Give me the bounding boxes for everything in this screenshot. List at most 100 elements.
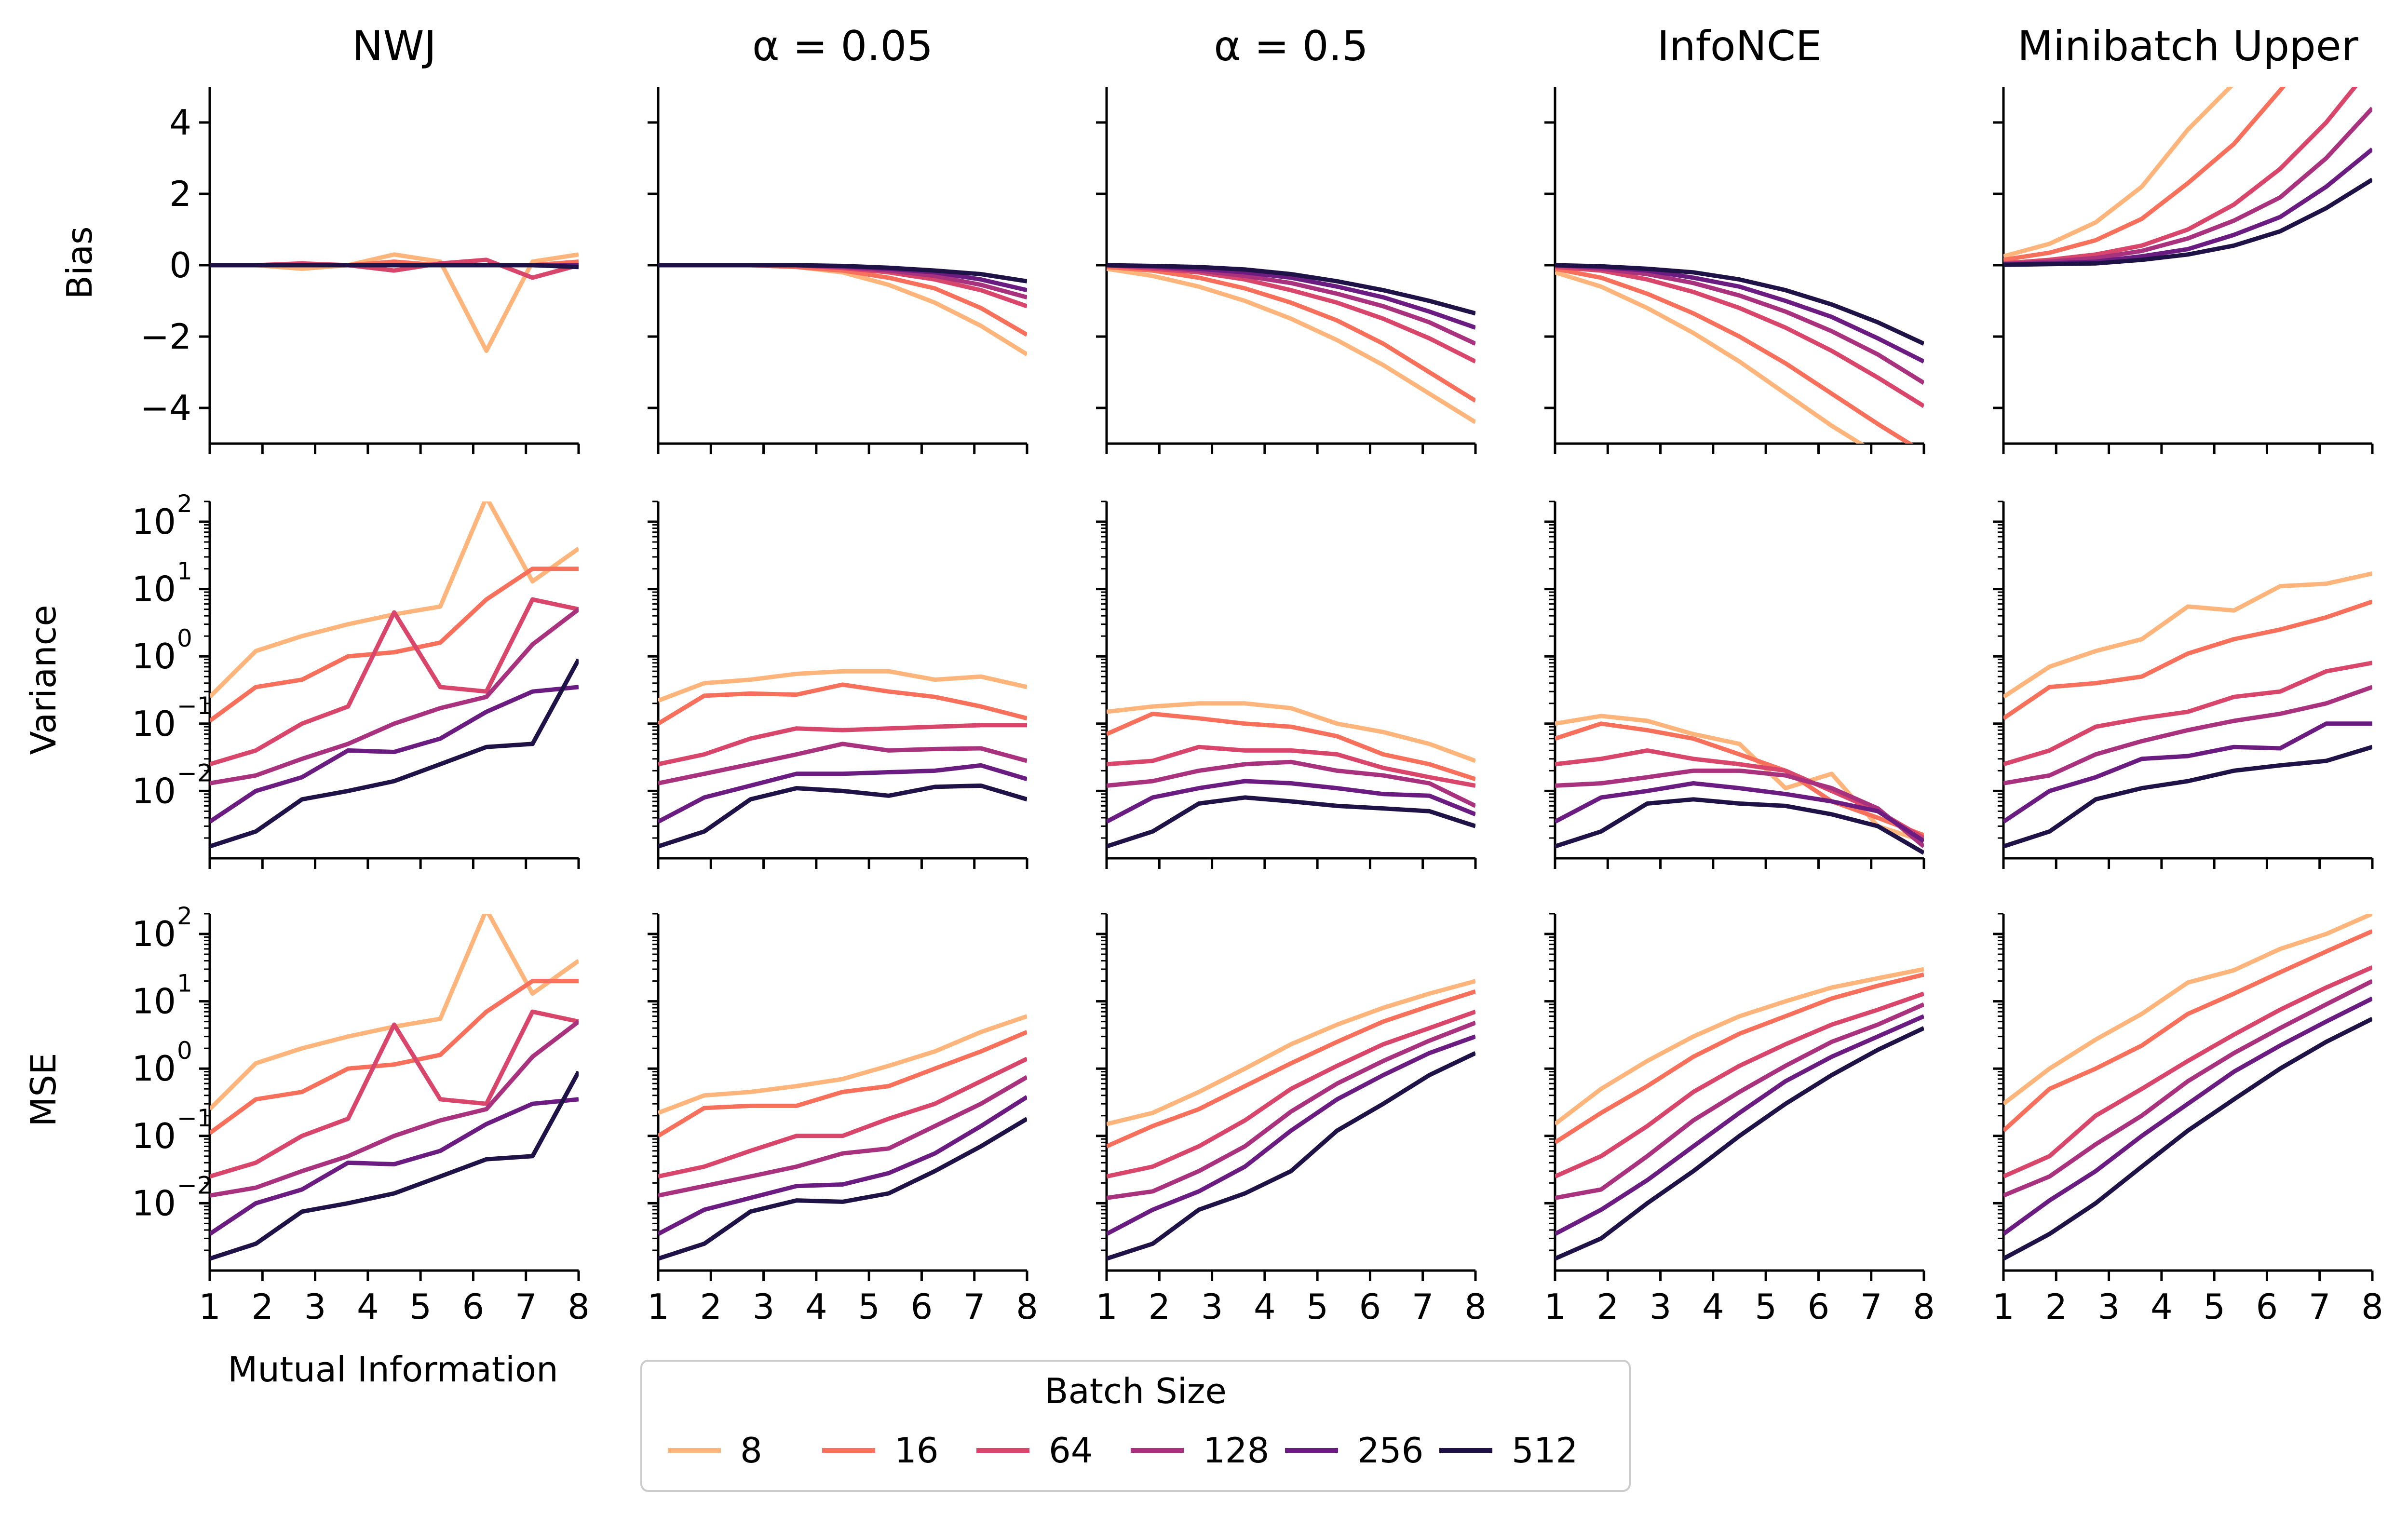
- legend-label-16: 16: [894, 1430, 939, 1471]
- panel-alpha-0-05-bias: [648, 87, 1028, 454]
- x-tick-label: 4: [805, 1286, 827, 1327]
- series-line-8: [1107, 266, 1475, 424]
- legend: Batch Size 8 16 64 128 256 512: [640, 1360, 1631, 1492]
- series-line-16: [1107, 265, 1475, 403]
- series-line-256: [1107, 779, 1475, 824]
- series-line-512: [2003, 177, 2372, 267]
- x-tick-label: 8: [1464, 1286, 1487, 1327]
- x-tick-label: 8: [2361, 1286, 2383, 1327]
- x-tick-label: 5: [2203, 1286, 2225, 1327]
- legend-title: Batch Size: [1044, 1371, 1227, 1411]
- x-tick-label: 3: [1201, 1286, 1223, 1327]
- panel-alpha-0-5-variance: [1096, 500, 1477, 869]
- y-tick-exponent: −2: [177, 1171, 213, 1199]
- series-line-16: [210, 979, 579, 1135]
- series-line-512: [2003, 744, 2372, 849]
- series-line-16: [1555, 266, 1914, 444]
- series-line-256: [2003, 721, 2372, 824]
- y-tick-label: 0: [169, 245, 191, 285]
- column-title-minibatch-upper: Minibatch Upper: [2017, 22, 2359, 70]
- series-line-512: [1555, 263, 1924, 346]
- y-tick-label: 10: [132, 1183, 176, 1223]
- y-tick-exponent: −1: [177, 1104, 213, 1132]
- column-title-nwj: NWJ: [352, 22, 436, 70]
- x-tick-label: 7: [963, 1286, 986, 1327]
- series-line-64: [658, 723, 1027, 767]
- x-tick-label: 6: [462, 1286, 485, 1327]
- series-line-8: [1107, 979, 1475, 1126]
- x-tick-label: 3: [753, 1286, 775, 1327]
- panel-grid: NWJ α = 0.05 α = 0.5 InfoNCE Minibatch Upper…: [132, 22, 2383, 1327]
- series-line-512: [210, 1070, 579, 1261]
- column-title-alpha-0-05: α = 0.05: [752, 22, 933, 70]
- series-line-512: [2003, 1016, 2372, 1261]
- x-tick-label: 2: [1148, 1286, 1170, 1327]
- x-tick-label: 5: [858, 1286, 880, 1327]
- y-tick-exponent: −1: [177, 692, 213, 720]
- column-title-infonce: InfoNCE: [1657, 22, 1822, 70]
- row-label-mse: MSE: [23, 1053, 64, 1126]
- series-line-64: [2003, 661, 2372, 767]
- y-tick-exponent: 1: [177, 557, 192, 585]
- panel-minibatch-upper-bias: [1993, 87, 2374, 454]
- legend-label-128: 128: [1203, 1430, 1269, 1471]
- y-tick-label: 10: [132, 1048, 176, 1089]
- legend-label-64: 64: [1049, 1430, 1093, 1471]
- x-tick-label: 4: [2151, 1286, 2173, 1327]
- series-line-64: [2003, 87, 2358, 266]
- y-tick-exponent: −2: [177, 759, 213, 787]
- x-tick-label: 8: [568, 1286, 590, 1327]
- series-line-256: [2003, 996, 2372, 1236]
- y-tick-label: 4: [169, 102, 191, 143]
- series-line-16: [658, 682, 1027, 726]
- panel-infonce-variance: [1544, 500, 1925, 869]
- series-line-128: [210, 1020, 579, 1198]
- series-line-16: [210, 567, 579, 723]
- series-line-64: [1107, 1009, 1475, 1179]
- x-tick-label: 7: [1412, 1286, 1434, 1327]
- y-tick-label: 10: [132, 914, 176, 954]
- series-line-128: [2003, 979, 2372, 1198]
- x-tick-label: 4: [1254, 1286, 1276, 1327]
- x-tick-label: 1: [1992, 1286, 2015, 1327]
- x-tick-label: 2: [2045, 1286, 2067, 1327]
- legend-entries: 8 16 64 128 256 512: [668, 1430, 1578, 1471]
- series-line-512: [1107, 263, 1475, 316]
- y-tick-label: 10: [132, 1116, 176, 1156]
- x-tick-label: 3: [1650, 1286, 1672, 1327]
- series-line-512: [1107, 795, 1475, 849]
- y-tick-label: 10: [132, 569, 176, 609]
- series-line-64: [210, 1009, 579, 1179]
- x-tick-label: 4: [357, 1286, 379, 1327]
- x-tick-label: 1: [199, 1286, 221, 1327]
- series-line-512: [658, 783, 1027, 849]
- series-line-16: [2003, 929, 2372, 1133]
- x-tick-label: 4: [1702, 1286, 1724, 1327]
- y-tick-exponent: 1: [177, 970, 192, 998]
- series-line-64: [2003, 965, 2372, 1179]
- series-line-64: [1555, 991, 1924, 1179]
- series-line-256: [658, 1095, 1027, 1236]
- x-tick-label: 3: [304, 1286, 326, 1327]
- y-tick-label: 10: [132, 771, 176, 811]
- legend-label-512: 512: [1512, 1430, 1578, 1471]
- series-line-64: [1555, 748, 1924, 840]
- x-tick-label: 6: [1808, 1286, 1830, 1327]
- series-line-64: [658, 1056, 1027, 1179]
- series-line-128: [1555, 263, 1924, 385]
- x-tick-label: 6: [1359, 1286, 1381, 1327]
- series-line-8: [2003, 914, 2372, 1106]
- x-tick-label: 8: [1913, 1286, 1935, 1327]
- x-tick-label: 6: [911, 1286, 933, 1327]
- series-line-8: [2003, 571, 2372, 699]
- series-line-128: [2003, 685, 2372, 785]
- x-tick-label: 5: [1755, 1286, 1777, 1327]
- series-line-128: [658, 1075, 1027, 1198]
- y-tick-exponent: 0: [177, 1037, 192, 1065]
- x-tick-label: 3: [2098, 1286, 2120, 1327]
- series-line-512: [210, 263, 579, 270]
- series-line-512: [1107, 1051, 1475, 1261]
